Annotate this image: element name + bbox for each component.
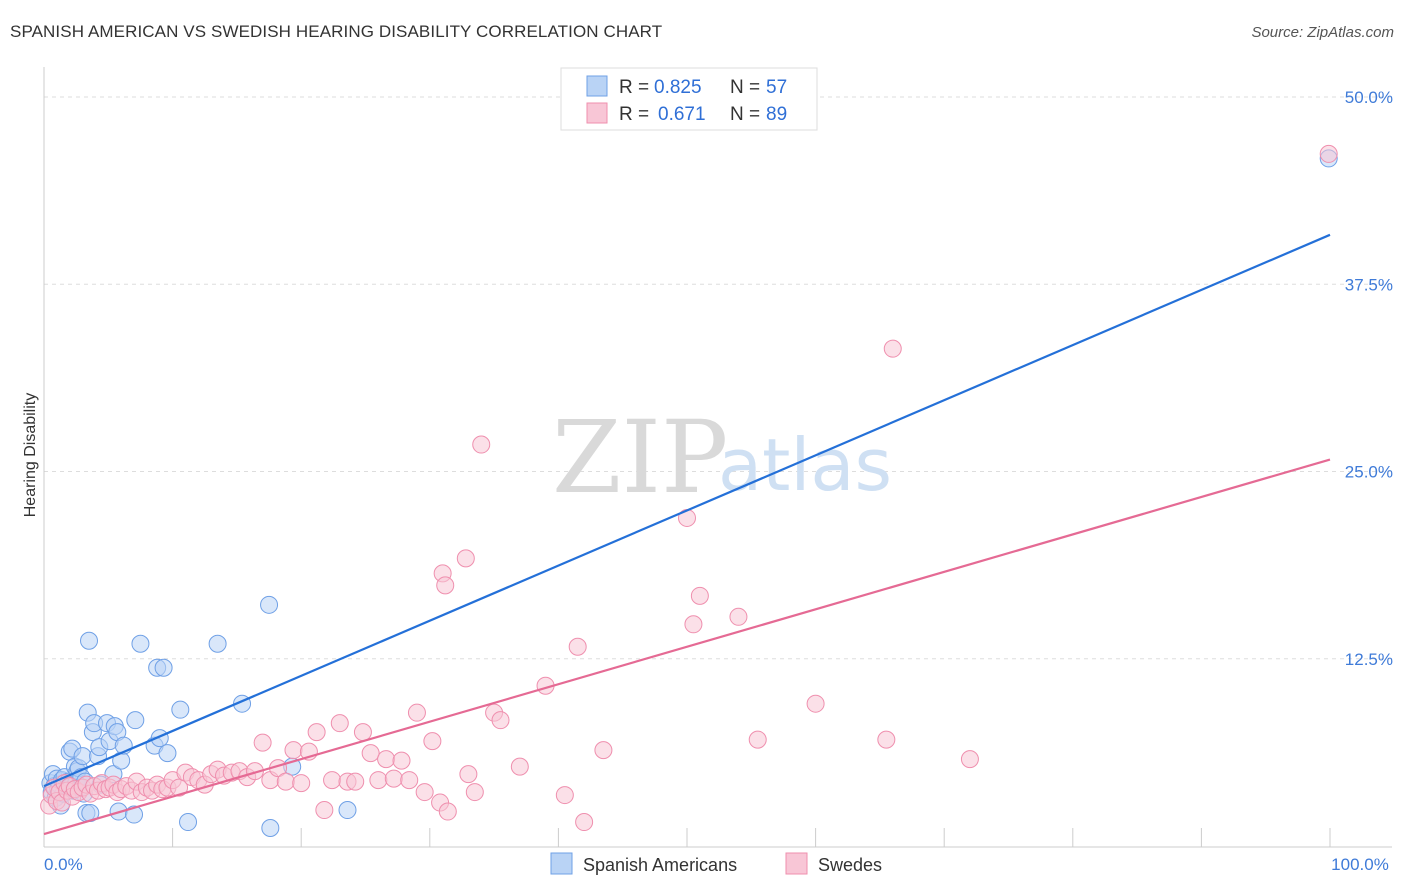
grid-lines [44, 96, 1392, 660]
y-tick-label: 12.5% [1345, 650, 1393, 669]
point-swedes [806, 694, 825, 713]
point-swedes [729, 607, 748, 626]
point-swedes [415, 783, 434, 802]
point-swedes [292, 774, 311, 793]
point-swedes [1319, 144, 1338, 163]
point-swedes [690, 586, 709, 605]
chart-title: SPANISH AMERICAN VS SWEDISH HEARING DISA… [10, 22, 663, 41]
point-swedes [346, 772, 365, 791]
point-swedes [883, 339, 902, 358]
point-swedes [555, 786, 574, 805]
point-spanish-americans [338, 801, 357, 820]
point-swedes [315, 801, 334, 820]
point-swedes [323, 771, 342, 790]
legend-r-label-1: R = [619, 77, 649, 98]
y-tick-label: 50.0% [1345, 88, 1393, 107]
legend-swatch-spanish-americans [586, 75, 608, 97]
x-tick-label: 100.0% [1331, 855, 1389, 874]
point-swedes [400, 771, 419, 790]
legend-r-value-2: 0.671 [658, 104, 706, 125]
point-swedes [491, 711, 510, 730]
y-tick-label: 37.5% [1345, 275, 1393, 294]
point-swedes [276, 772, 295, 791]
legend-r-value-1: 0.825 [654, 77, 702, 98]
point-swedes [423, 732, 442, 751]
point-swedes [684, 615, 703, 634]
point-swedes [472, 435, 491, 454]
point-swedes [510, 757, 529, 776]
watermark-zip: ZIP [552, 399, 728, 516]
watermark-atlas: atlas [718, 423, 892, 507]
correlation-legend: R = 0.825 N = 57 R = 0.671 N = 89 [560, 67, 818, 131]
point-spanish-americans [171, 700, 190, 719]
series-legend: Spanish Americans Swedes [550, 852, 882, 875]
point-swedes [384, 769, 403, 788]
point-swedes [307, 723, 326, 742]
point-swedes [960, 750, 979, 769]
point-swedes [438, 802, 457, 821]
bottom-legend-swatch-spanish-americans [550, 852, 573, 875]
point-swedes [392, 751, 411, 770]
point-swedes [465, 783, 484, 802]
bottom-legend-spanish-americans: Spanish Americans [583, 855, 737, 875]
point-swedes [361, 744, 380, 763]
point-swedes [456, 549, 475, 568]
trend-line-spanish-americans [43, 233, 1331, 788]
legend-n-value-2: 89 [766, 104, 787, 125]
point-spanish-americans [154, 658, 173, 677]
point-swedes [369, 771, 388, 790]
point-spanish-americans [179, 813, 198, 832]
trend-lines [43, 233, 1331, 836]
legend-n-label-2: N = [730, 104, 760, 125]
trend-line-swedes [43, 458, 1331, 836]
bottom-legend-swedes: Swedes [818, 855, 882, 875]
point-spanish-americans [125, 805, 144, 824]
point-swedes [748, 730, 767, 749]
point-spanish-americans [131, 634, 150, 653]
point-swedes [253, 733, 272, 752]
watermark: ZIP atlas [552, 399, 892, 516]
point-spanish-americans [208, 634, 227, 653]
legend-swatch-swedes [586, 102, 608, 124]
legend-n-value-1: 57 [766, 77, 787, 98]
point-swedes [407, 703, 426, 722]
point-swedes [575, 813, 594, 832]
point-swedes [594, 741, 613, 760]
point-swedes [877, 730, 896, 749]
point-swedes [330, 714, 349, 733]
point-spanish-americans [73, 747, 92, 766]
legend-n-label-1: N = [730, 77, 760, 98]
point-spanish-americans [260, 595, 279, 614]
point-swedes [284, 741, 303, 760]
point-spanish-americans [261, 819, 280, 838]
point-swedes [377, 750, 396, 769]
legend-r-label-2: R = [619, 104, 649, 125]
point-swedes [353, 723, 372, 742]
point-swedes [436, 576, 455, 595]
x-axis-ticks: 0.0% 100.0% [44, 855, 1389, 874]
bottom-legend-swatch-swedes [785, 852, 808, 875]
point-spanish-americans [158, 744, 177, 763]
y-axis-label: Hearing Disability [22, 393, 39, 518]
point-swedes [568, 637, 587, 656]
axes [43, 67, 1392, 848]
point-spanish-americans [80, 631, 99, 650]
point-swedes [170, 778, 189, 797]
source-label: Source: ZipAtlas.com [1251, 24, 1394, 41]
x-tick-label: 0.0% [44, 855, 83, 874]
y-tick-label: 25.0% [1345, 463, 1393, 482]
series-swedes [40, 144, 1338, 832]
point-swedes [459, 765, 478, 784]
point-spanish-americans [126, 711, 145, 730]
y-axis-ticks: 12.5% 25.0% 37.5% 50.0% [1345, 88, 1393, 669]
